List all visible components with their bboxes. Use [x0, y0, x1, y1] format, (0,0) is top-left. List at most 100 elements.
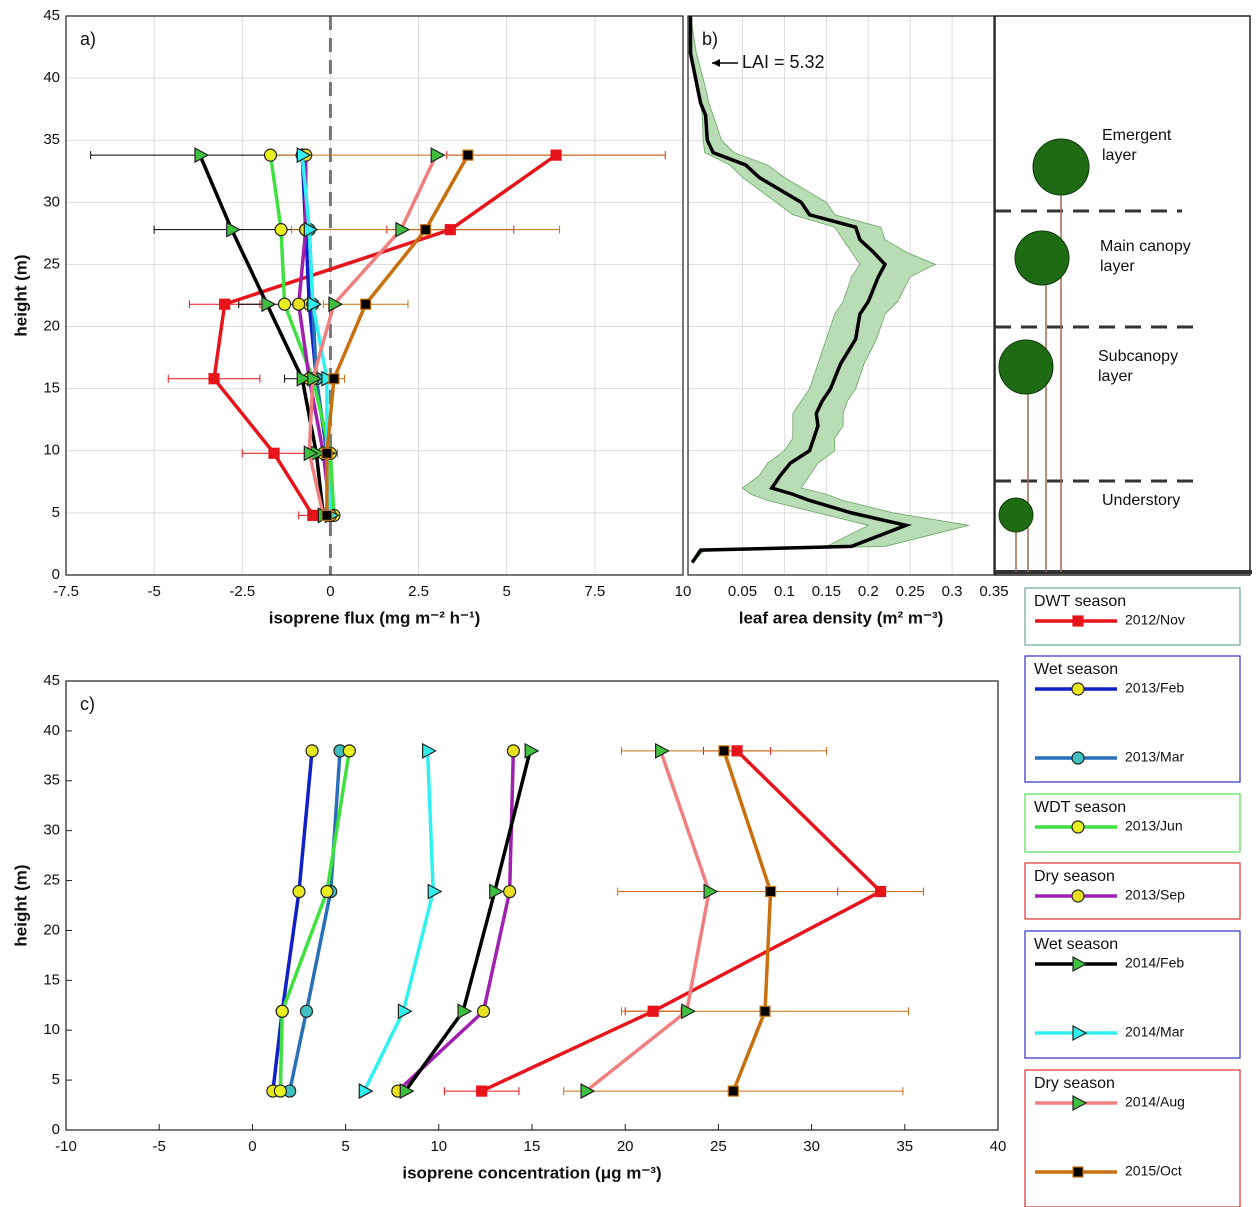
marker: [296, 370, 312, 387]
x-tick-label: 40: [990, 1138, 1007, 1155]
marker: [307, 509, 319, 521]
layer-label: Understory: [1102, 492, 1181, 509]
legend-label: 2014/Aug: [1125, 1094, 1185, 1110]
legend-marker: [1072, 1024, 1088, 1042]
series-line: [722, 750, 773, 1092]
legend-label: 2013/Feb: [1125, 680, 1184, 696]
x-tick-label: 5: [503, 583, 511, 600]
marker: [292, 884, 306, 899]
legend-marker: [1072, 1166, 1084, 1178]
marker: [277, 297, 292, 311]
marker: [550, 149, 562, 161]
marker: [296, 147, 312, 164]
x-axis-label: isoprene flux (mg m⁻² h⁻¹): [269, 608, 481, 627]
marker: [320, 884, 334, 899]
marker: [457, 1003, 473, 1020]
x-axis-label: leaf area density (m² m⁻³): [739, 608, 944, 627]
series-line: [296, 155, 333, 516]
y-tick-label: 10: [43, 442, 60, 459]
marker: [321, 509, 333, 521]
marker: [731, 745, 743, 757]
marker: [422, 742, 437, 759]
legend-label: 2013/Sep: [1125, 887, 1185, 903]
legend-title: Wet season: [1034, 936, 1118, 953]
marker: [307, 296, 323, 313]
y-tick-label: 30: [43, 193, 60, 210]
marker: [299, 1004, 314, 1018]
y-tick-label: 20: [43, 921, 60, 938]
marker: [489, 883, 504, 900]
y-tick-label: 45: [43, 7, 60, 24]
legend-marker: [1071, 751, 1085, 765]
range-band: [690, 15, 969, 563]
legend-label: 2015/Oct: [1125, 1163, 1182, 1179]
marker: [703, 883, 719, 900]
y-tick-label: 35: [43, 131, 60, 148]
x-tick-label: 0.2: [858, 583, 879, 600]
marker: [219, 298, 231, 310]
marker: [226, 221, 241, 238]
x-tick-label: 35: [896, 1138, 913, 1155]
x-tick-label: 0.05: [728, 583, 757, 600]
marker: [292, 297, 306, 311]
marker: [430, 147, 446, 164]
marker: [342, 744, 356, 758]
diagram-frame: [994, 15, 1251, 576]
panel-label: b): [702, 29, 718, 49]
y-tick-label: 35: [43, 772, 60, 789]
axes-frame: [65, 15, 684, 576]
tree-crowns: [998, 138, 1090, 533]
marker: [307, 370, 323, 387]
x-tick-label: 10: [430, 1138, 447, 1155]
series-line: [480, 749, 884, 1093]
marker: [273, 1084, 287, 1098]
x-tick-label: -2.5: [229, 583, 255, 600]
y-tick-label: 45: [43, 672, 60, 689]
legend-marker: [1071, 889, 1085, 903]
marker: [476, 1004, 491, 1018]
panel: -7.5 -5 -2.5 0 2.5 5 7.5 10 0 5 10 15 20 25 30 35 40 45 is…: [11, 7, 691, 628]
marker: [727, 1085, 739, 1097]
y-tick-label: 15: [43, 380, 60, 397]
marker: [506, 744, 520, 758]
x-tick-label: 0: [248, 1138, 256, 1155]
series-line: [268, 154, 336, 516]
series-line: [403, 750, 532, 1093]
x-tick-label: 20: [617, 1138, 634, 1155]
layer-label: Subcanopy layer: [1098, 348, 1179, 385]
marker: [328, 296, 344, 313]
y-tick-label: 0: [52, 566, 60, 583]
marker: [274, 223, 288, 237]
marker: [420, 224, 432, 236]
x-tick-label: 5: [341, 1138, 349, 1155]
panel: 0.05 0.1 0.15 0.2 0.25 0.3 0.35 leaf area densi…: [687, 15, 1009, 627]
marker: [194, 147, 210, 164]
y-tick-label: 40: [43, 722, 60, 739]
x-tick-label: -10: [55, 1138, 77, 1155]
x-tick-label: 25: [710, 1138, 727, 1155]
axes-frame: [687, 15, 995, 576]
legend-label: 2014/Mar: [1125, 1024, 1184, 1040]
legend-label: 2012/Nov: [1125, 612, 1185, 628]
marker: [580, 1083, 596, 1100]
marker: [275, 1004, 289, 1018]
marker: [444, 224, 456, 236]
x-tick-label: 7.5: [584, 583, 605, 600]
series-line: [584, 750, 711, 1093]
series-line: [212, 153, 558, 517]
legend-title: WDT season: [1034, 799, 1126, 816]
marker: [476, 1085, 488, 1097]
legend-box: [1024, 1069, 1241, 1207]
marker: [268, 447, 280, 459]
marker: [397, 1003, 413, 1020]
annotation: LAI = 5.32: [742, 52, 825, 72]
marker: [399, 1083, 415, 1100]
legend-marker: [1072, 615, 1084, 627]
marker: [303, 445, 319, 462]
y-tick-label: 15: [43, 971, 60, 988]
marker: [647, 1005, 659, 1017]
marker: [358, 1083, 374, 1100]
legend-label: 2013/Mar: [1125, 749, 1184, 765]
marker: [718, 745, 730, 757]
